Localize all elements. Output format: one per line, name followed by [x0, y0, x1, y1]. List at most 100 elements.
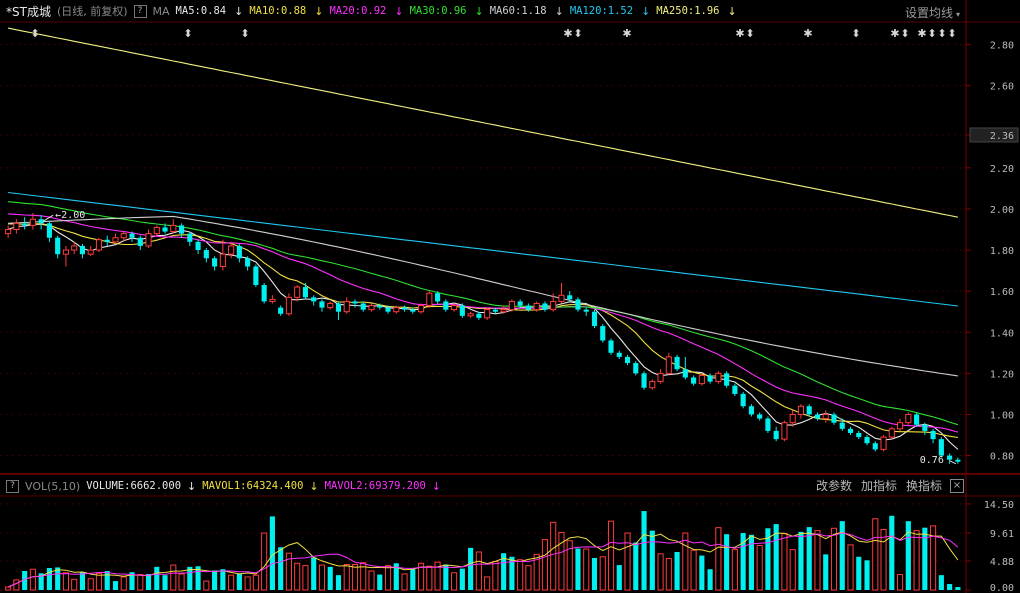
- ma-settings-button[interactable]: 设置均线 ▾: [905, 4, 960, 21]
- candle-body-up: [657, 372, 664, 383]
- volume-bar-down: [443, 564, 449, 590]
- volume-bar-up: [517, 559, 524, 591]
- candle-body-down: [492, 309, 498, 312]
- candle-body-up: [219, 253, 226, 267]
- ma-trend-arrow-icon: ↓: [727, 4, 737, 18]
- candle-body-down: [707, 375, 713, 382]
- candle-body-down: [38, 219, 44, 224]
- candle-body-down: [137, 237, 143, 246]
- event-marker-icon: ⬍: [30, 27, 39, 40]
- add-indicator-button[interactable]: 加指标: [860, 479, 897, 493]
- candle-body-up: [327, 302, 334, 309]
- candle-body-down: [806, 406, 812, 415]
- event-marker-icon: ⬍: [183, 27, 192, 40]
- candle-body-down: [253, 266, 259, 285]
- candle-body-down: [732, 385, 738, 394]
- chevron-down-icon: ▾: [955, 10, 960, 19]
- ma-legend-item: MA10:0.88: [249, 4, 307, 17]
- low-pointer: [949, 460, 957, 465]
- candle-body-up: [888, 428, 895, 438]
- candle-body-down: [278, 307, 284, 314]
- candle-body-up: [393, 307, 400, 313]
- candle-body-down: [517, 301, 523, 306]
- ma-legend-item: MA120:1.52: [569, 4, 634, 17]
- volume-bar-up: [343, 563, 350, 591]
- event-marker-icon: ✱: [622, 27, 631, 40]
- volume-bar-up: [607, 520, 615, 591]
- volume-bar-down: [269, 516, 275, 590]
- candle-body-down: [401, 307, 408, 310]
- candle-body-down: [724, 373, 730, 386]
- volume-bar-up: [550, 521, 557, 591]
- candle-body-down: [641, 373, 647, 388]
- price-tick-label: 2.80: [990, 41, 1014, 52]
- volume-bar-up: [120, 576, 127, 591]
- volume-bar-down: [773, 524, 779, 590]
- volume-bar-up: [178, 573, 185, 591]
- ma-settings-label: 设置均线: [904, 6, 953, 20]
- candle-body-up: [285, 296, 292, 315]
- volume-bar-up: [847, 544, 854, 591]
- candle-body-down: [335, 303, 342, 312]
- candle-body-down: [385, 307, 391, 312]
- volume-bar-down: [79, 572, 86, 590]
- stock-name[interactable]: *ST成城: [6, 4, 51, 19]
- candle-body-down: [567, 295, 573, 300]
- volume-bar-up: [360, 562, 367, 591]
- volume-bar-up: [302, 565, 309, 591]
- candle-body-up: [451, 305, 458, 311]
- ma-legend-item: MA250:1.96: [656, 4, 720, 17]
- volume-bar-down: [641, 511, 647, 590]
- ma20-line: [8, 213, 959, 433]
- volume-bar-down: [740, 533, 746, 590]
- volume-bar-down: [947, 584, 953, 590]
- candle-body-up: [269, 298, 276, 302]
- candle-body-down: [162, 227, 168, 232]
- candle-body-down: [187, 233, 193, 242]
- candle-body-down: [104, 239, 110, 242]
- help-icon[interactable]: ?: [133, 4, 147, 18]
- volume-bar-down: [839, 521, 845, 590]
- ma-legend-item: MA20:0.92: [329, 4, 387, 17]
- ma-trend-arrow-icon: ↓: [234, 4, 244, 18]
- candle-body-down: [839, 422, 845, 429]
- volume-bar-up: [368, 570, 375, 591]
- volume-bar-up: [913, 530, 920, 591]
- volume-bar-down: [765, 528, 771, 590]
- candle-body-down: [129, 233, 135, 238]
- volume-bar-down: [278, 547, 284, 590]
- volume-bar-down: [575, 548, 581, 590]
- candle-body-down: [79, 245, 86, 255]
- candle-body-down: [583, 309, 589, 312]
- volume-bar-down: [459, 568, 465, 590]
- volume-bar-down: [889, 515, 895, 590]
- volume-bar-up: [789, 549, 796, 591]
- ma-legend-item: MA5:0.84: [175, 4, 227, 17]
- candle-body-down: [542, 303, 548, 310]
- mavol2-arrow-icon: ↓: [431, 479, 441, 493]
- volume-bar-up: [731, 549, 738, 591]
- candle-body-down: [575, 299, 581, 310]
- candle-body-up: [343, 300, 350, 313]
- change-params-button[interactable]: 改参数: [815, 479, 852, 493]
- candle-body-down: [443, 301, 449, 310]
- ma-trend-arrow-icon: ↓: [641, 4, 651, 18]
- volume-bar-up: [29, 568, 36, 591]
- volume-bar-down: [633, 542, 639, 590]
- close-icon[interactable]: ×: [950, 479, 964, 493]
- candle-body-down: [377, 305, 383, 308]
- volume-bar-down: [806, 527, 812, 590]
- candle-body-down: [311, 297, 317, 302]
- volume-bar-up: [665, 558, 672, 591]
- candle-body-up: [897, 422, 904, 430]
- volume-help-icon[interactable]: ?: [6, 479, 19, 493]
- volume-bar-up: [880, 528, 887, 591]
- candle-body-up: [112, 237, 119, 243]
- candle-body-down: [856, 432, 862, 438]
- candle-body-up: [484, 309, 491, 319]
- switch-indicator-button[interactable]: 换指标: [905, 479, 942, 493]
- candle-body-down: [682, 369, 688, 378]
- price-tick-label: 2.20: [990, 164, 1014, 175]
- candle-body-down: [360, 303, 366, 310]
